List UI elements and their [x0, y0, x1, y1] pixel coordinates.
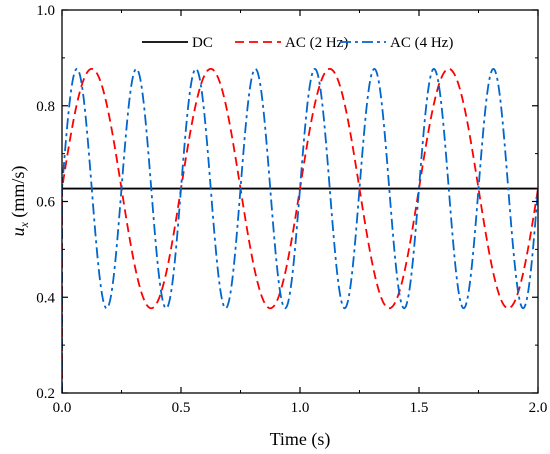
y-tick-label: 0.6 — [36, 195, 55, 211]
x-tick-label: 1.5 — [410, 400, 429, 416]
y-tick-label: 0.2 — [36, 386, 55, 402]
y-tick-label: 0.8 — [36, 99, 55, 115]
legend-label-1: DC — [192, 35, 213, 51]
y-tick-label: 1.0 — [36, 3, 55, 19]
y-axis-label-unit: (mm/s) — [8, 166, 29, 223]
legend: DC AC (2 Hz) AC (4 Hz) — [142, 35, 453, 51]
x-tick-label: 0.0 — [53, 400, 72, 416]
x-tick-label: 1.0 — [291, 400, 310, 416]
x-tick-label: 0.5 — [172, 400, 191, 416]
series-line-2 — [62, 67, 538, 393]
y-axis-label-subscript: x — [17, 221, 31, 228]
y-tick-label: 0.4 — [36, 290, 55, 306]
series-line-3 — [62, 67, 538, 393]
tick-layer: 0.0 0.5 1.0 1.5 2.0 0.2 0.4 0.6 0.8 1.0 — [36, 3, 547, 416]
legend-label-2: AC (2 Hz) — [285, 35, 348, 51]
y-axis-label: ux (mm/s) — [8, 166, 31, 237]
y-axis-label-symbol: u — [8, 227, 28, 236]
series-layer — [62, 67, 538, 393]
plot-frame — [61, 9, 539, 394]
legend-label-3: AC (4 Hz) — [390, 35, 453, 51]
x-axis-label: Time (s) — [270, 429, 331, 450]
x-tick-label: 2.0 — [529, 400, 548, 416]
